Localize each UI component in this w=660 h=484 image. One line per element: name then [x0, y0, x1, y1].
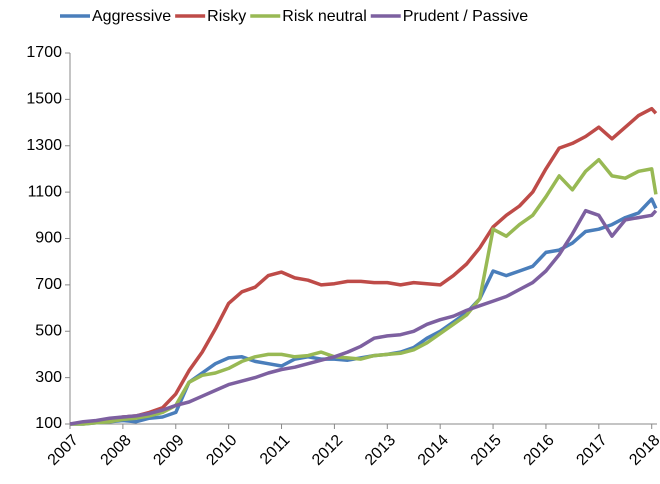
- y-tick-label: 500: [35, 322, 62, 339]
- legend-label: Risk neutral: [282, 8, 366, 25]
- series-line: [70, 197, 658, 426]
- legend-label: Risky: [207, 8, 246, 25]
- y-tick-label: 1300: [26, 137, 62, 154]
- y-tick-label: 900: [35, 230, 62, 247]
- series-line: [69, 208, 658, 426]
- x-tick-label: 2015: [468, 432, 505, 469]
- y-tick-label: 1100: [28, 183, 63, 200]
- x-tick-label: 2016: [521, 432, 558, 469]
- x-tick-label: 2009: [150, 432, 187, 469]
- x-tick-label: 2014: [415, 432, 452, 469]
- y-tick-label: 100: [35, 415, 62, 432]
- x-tick-label: 2011: [257, 432, 293, 468]
- x-tick-label: 2013: [362, 432, 399, 469]
- x-tick-label: 2007: [45, 432, 82, 469]
- x-tick-label: 2017: [573, 432, 610, 469]
- y-tick-label: 1500: [26, 91, 62, 108]
- y-tick-label: 1700: [26, 44, 62, 61]
- y-tick-label: 300: [35, 369, 62, 386]
- legend-label: Aggressive: [92, 8, 171, 25]
- x-tick-label: 2010: [203, 432, 240, 469]
- x-tick-label: 2008: [98, 432, 135, 469]
- legend-label: Prudent / Passive: [403, 8, 529, 25]
- series-line: [69, 106, 658, 426]
- x-tick-label: 2018: [626, 432, 660, 469]
- y-tick-label: 700: [35, 276, 62, 293]
- x-tick-label: 2012: [309, 432, 346, 469]
- series-line: [70, 157, 658, 426]
